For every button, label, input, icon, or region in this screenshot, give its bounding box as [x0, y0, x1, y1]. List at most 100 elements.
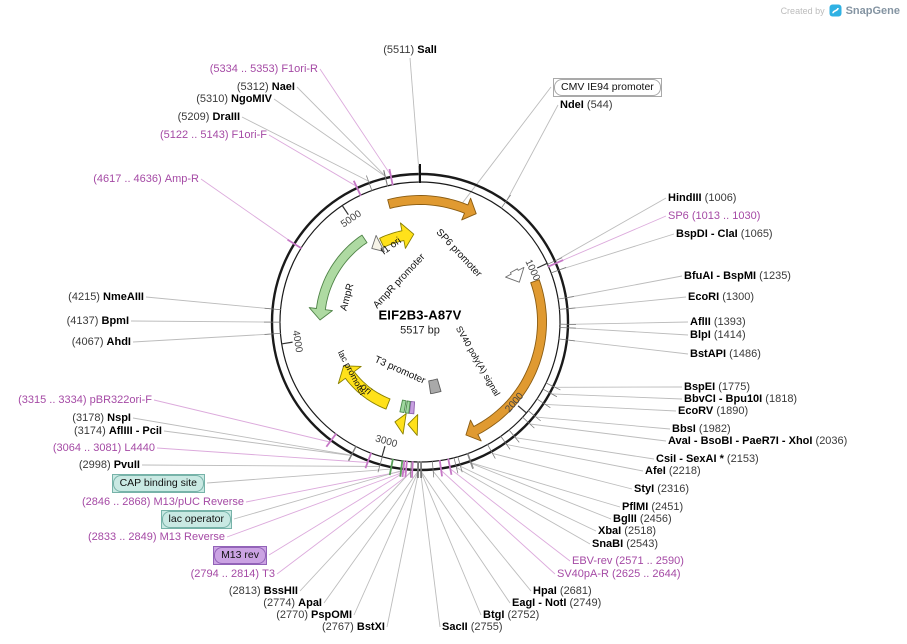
feature-sp6-promoter[interactable]	[505, 266, 525, 283]
label-l4440[interactable]: (3064 .. 3081) L4440	[53, 441, 155, 455]
label-ahdi[interactable]: (4067) AhdI	[72, 335, 131, 349]
label-apai[interactable]: (2774) ApaI	[263, 596, 322, 610]
feature-tick-8	[438, 459, 443, 477]
feature-lac-promoter[interactable]	[394, 413, 407, 435]
label-cmv-ie94-promoter[interactable]: CMV IE94 promoter	[553, 78, 662, 97]
feature-box-cap-binding-site[interactable]: CAP binding site	[112, 475, 204, 492]
connector-ebv-rev	[450, 468, 571, 562]
label-bfuai-bspmi[interactable]: BfuAI - BspMI (1235)	[684, 269, 791, 283]
label-xbai[interactable]: XbaI (2518)	[598, 524, 656, 538]
label-naei[interactable]: (5312) NaeI	[237, 80, 295, 94]
label-ngomiv[interactable]: (5310) NgoMIV	[196, 92, 272, 106]
feature-f1-ori[interactable]	[379, 222, 415, 249]
connector-amp-r	[200, 178, 293, 244]
feature-cap-site-marker[interactable]	[399, 399, 407, 414]
connector-bbvci-bpu10i	[551, 393, 683, 400]
label-bspdi-clai[interactable]: BspDI - ClaI (1065)	[676, 227, 773, 241]
label-eagi-noti[interactable]: EagI - NotI (2749)	[512, 596, 601, 610]
label-bstapi[interactable]: BstAPI (1486)	[690, 347, 761, 361]
label-f1ori-r[interactable]: (5334 .. 5353) F1ori-R	[210, 62, 318, 76]
feature-box-m13-rev[interactable]: M13 rev	[214, 547, 266, 564]
label-nspi[interactable]: (3178) NspI	[72, 411, 131, 425]
label-draiii[interactable]: (5209) DraIII	[178, 110, 240, 124]
label-blpi[interactable]: BlpI (1414)	[690, 328, 746, 342]
connector-bfuai-bspmi	[567, 275, 683, 298]
connector-bpmi	[130, 320, 271, 323]
label-m13-reverse[interactable]: (2833 .. 2849) M13 Reverse	[88, 530, 225, 544]
label-csii-sexai[interactable]: CsiI - SexAI * (2153)	[656, 452, 759, 466]
site-tick-bbvci-bpu10i	[542, 388, 558, 398]
feature-sv40-polya-signal[interactable]	[428, 378, 442, 395]
feature-ampr-promoter[interactable]	[371, 234, 385, 253]
label-aflii[interactable]: AflII (1393)	[690, 315, 746, 329]
label-bspei[interactable]: BspEI (1775)	[684, 380, 750, 394]
feature-box-cmv-ie94-promoter[interactable]: CMV IE94 promoter	[554, 79, 661, 96]
label-sali[interactable]: (5511) SalI	[383, 43, 437, 57]
label-pvuii[interactable]: (2998) PvuII	[79, 458, 140, 472]
label-bglii[interactable]: BglII (2456)	[613, 512, 672, 526]
label-snabi[interactable]: SnaBI (2543)	[592, 537, 658, 551]
label-lac-operator[interactable]: lac operator	[160, 510, 232, 529]
site-name: F1ori-F	[231, 129, 267, 141]
site-coord: (1235)	[759, 270, 791, 282]
scale-and-site-ticks	[263, 164, 576, 479]
feature-tick-3	[325, 433, 337, 448]
feature-ori[interactable]	[337, 365, 391, 410]
label-ecori[interactable]: EcoRI (1300)	[688, 290, 754, 304]
feature-cmv-ie94-promoter[interactable]	[387, 195, 477, 221]
feature-t3-promoter[interactable]	[407, 414, 419, 436]
label-f1ori-f[interactable]: (5122 .. 5143) F1ori-F	[160, 128, 267, 142]
label-bbsi[interactable]: BbsI (1982)	[672, 422, 731, 436]
label-ndei[interactable]: NdeI (544)	[560, 98, 613, 112]
label-pflmi[interactable]: PflMI (2451)	[622, 500, 683, 514]
label-bstxi[interactable]: (2767) BstXI	[322, 620, 385, 634]
label-amp-r[interactable]: (4617 .. 4636) Amp-R	[93, 172, 199, 186]
label-btgi[interactable]: BtgI (2752)	[483, 608, 539, 622]
label-t3[interactable]: (2794 .. 2814) T3	[191, 567, 275, 581]
site-coord: (2153)	[726, 453, 759, 465]
label-hindiii[interactable]: HindIII (1006)	[668, 191, 736, 205]
connector-bsshii	[299, 471, 412, 592]
feature-lac-operator-marker[interactable]	[404, 400, 411, 414]
label-cap-binding-site[interactable]: CAP binding site	[111, 474, 205, 493]
label-styi[interactable]: StyI (2316)	[634, 482, 689, 496]
site-name: BpmI	[101, 315, 130, 327]
site-name: AvaI - BsoBI - PaeR7I - XhoI	[668, 435, 813, 447]
site-name: SP6	[668, 210, 689, 222]
label-pbr322ori-f[interactable]: (3315 .. 3334) pBR322ori-F	[18, 393, 152, 407]
label-sv40pa-r[interactable]: SV40pA-R (2625 .. 2644)	[557, 567, 681, 581]
scale-tick-3000	[381, 445, 386, 457]
feature-m13-rev-marker[interactable]	[408, 401, 416, 415]
label-avai-group[interactable]: AvaI - BsoBI - PaeR7I - XhoI (2036)	[668, 434, 847, 448]
label-ecorv[interactable]: EcoRV (1890)	[678, 404, 748, 418]
label-sacii[interactable]: SacII (2755)	[442, 620, 503, 634]
connector-aflii	[569, 321, 689, 325]
feature-eif2b3-orf[interactable]	[465, 279, 547, 442]
label-m13puc-reverse[interactable]: (2846 .. 2868) M13/pUC Reverse	[82, 495, 244, 509]
connector-bstapi	[568, 339, 689, 355]
label-m13-rev[interactable]: M13 rev	[213, 546, 267, 565]
label-sp6[interactable]: SP6 (1013 .. 1030)	[668, 209, 760, 223]
site-name: EagI - NotI	[512, 597, 567, 609]
site-coord: (2770)	[276, 609, 308, 621]
feature-arrows	[308, 195, 547, 442]
label-bpmi[interactable]: (4137) BpmI	[67, 314, 129, 328]
feature-ampr[interactable]	[308, 234, 368, 321]
label-bsshii[interactable]: (2813) BssHII	[229, 584, 298, 598]
feature-box-lac-operator[interactable]: lac operator	[161, 511, 231, 528]
label-nmeaiii[interactable]: (4215) NmeAIII	[68, 290, 144, 304]
site-coord: (544)	[586, 99, 613, 111]
site-name: BstAPI	[690, 348, 727, 360]
label-ebv-rev[interactable]: EBV-rev (2571 .. 2590)	[572, 554, 684, 568]
label-afliii-pcii[interactable]: (3174) AflIII - PciI	[74, 424, 162, 438]
label-hpai[interactable]: HpaI (2681)	[533, 584, 592, 598]
snapgene-logo-icon	[829, 4, 842, 17]
label-pspomi[interactable]: (2770) PspOMI	[276, 608, 352, 622]
connector-hindiii	[556, 197, 667, 261]
site-name: CsiI - SexAI *	[656, 453, 724, 465]
connector-csii-sexai	[515, 437, 655, 460]
label-bbvci-bpu10i[interactable]: BbvCI - Bpu10I (1818)	[684, 392, 797, 406]
label-afei[interactable]: AfeI (2218)	[645, 464, 701, 478]
site-coord: (5310)	[196, 93, 228, 105]
